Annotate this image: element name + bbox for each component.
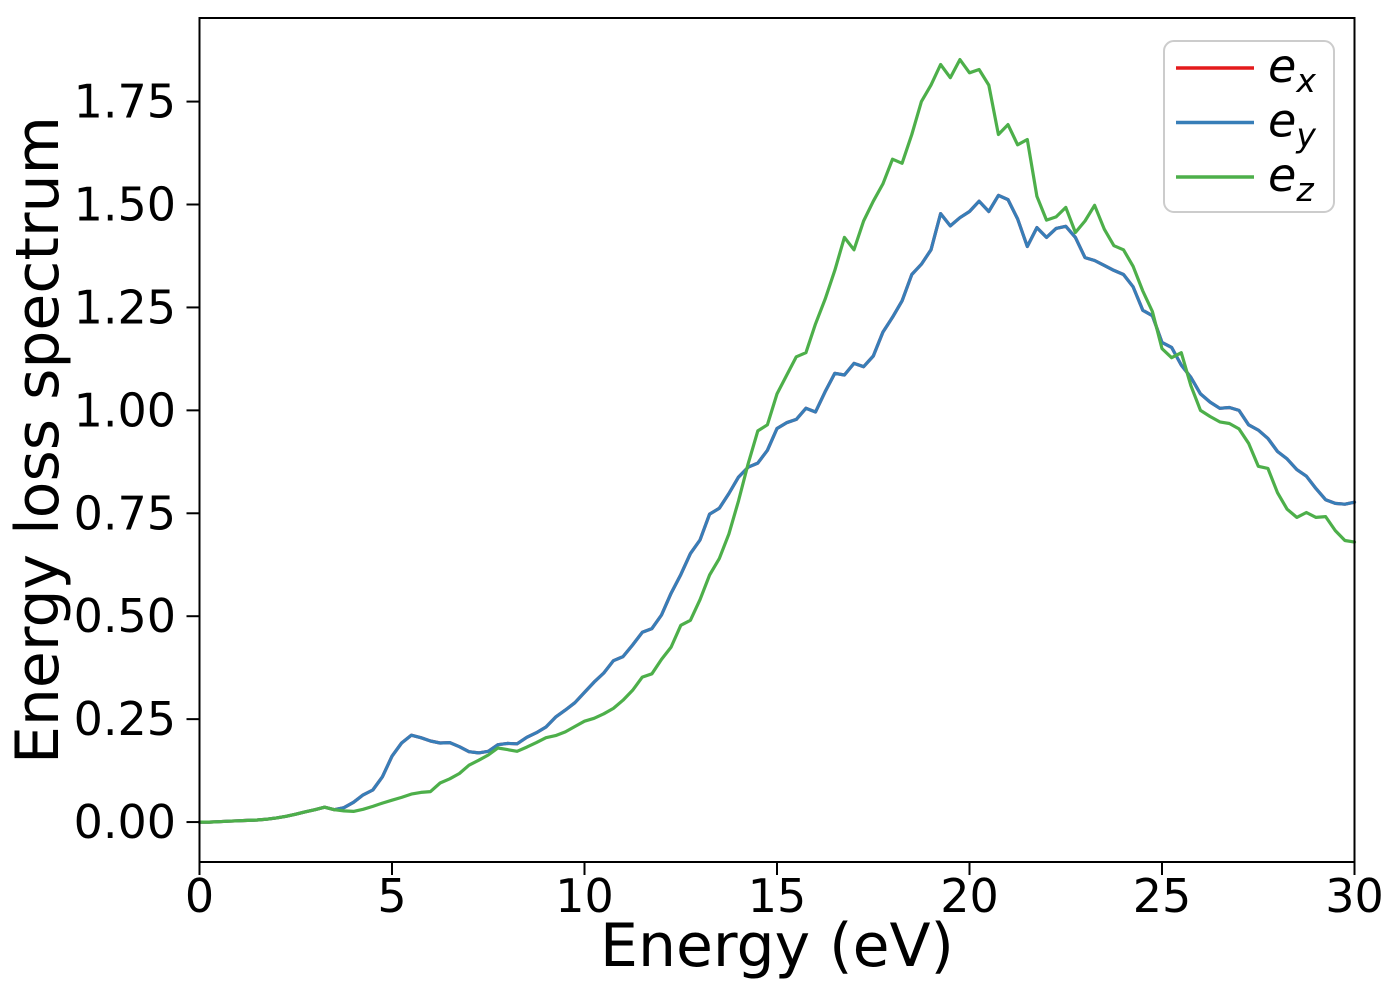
y-axis-ticks: 0.00 0.25 0.50 0.75 1.00 1.25 1.50 1.75 xyxy=(74,75,200,849)
y-tick-label: 0.75 xyxy=(74,486,176,540)
x-tick-label: 15 xyxy=(748,869,807,923)
legend-item-e_y: ey xyxy=(1176,94,1316,155)
legend-label-e_x: ex xyxy=(1268,39,1316,100)
series-e_x-line xyxy=(197,193,1357,824)
legend-item-e_x: ex xyxy=(1176,39,1316,100)
y-tick-label: 0.25 xyxy=(74,692,176,746)
y-tick-label: 0.00 xyxy=(74,795,176,849)
y-tick-label: 1.25 xyxy=(74,280,176,334)
y-tick-label: 1.50 xyxy=(74,178,176,232)
x-tick-label: 0 xyxy=(185,869,214,923)
x-tick-label: 20 xyxy=(940,869,999,923)
y-tick-label: 1.00 xyxy=(74,383,176,437)
legend-item-e_z: ez xyxy=(1176,148,1314,209)
legend-label-e_y: ey xyxy=(1268,94,1316,155)
x-tick-label: 25 xyxy=(1133,869,1192,923)
x-tick-label: 10 xyxy=(555,869,614,923)
legend-box xyxy=(1163,40,1335,213)
legend-label-e_z: ez xyxy=(1268,148,1314,209)
x-axis-label: Energy (eV) xyxy=(600,911,954,981)
y-axis-label: Energy loss spectrum xyxy=(3,116,73,764)
x-tick-label: 30 xyxy=(1325,869,1384,923)
series-lines xyxy=(197,57,1357,824)
y-tick-label: 1.75 xyxy=(74,75,176,129)
x-axis-ticks: 0 5 10 15 20 25 30 xyxy=(185,862,1384,923)
x-tick-label: 5 xyxy=(377,869,406,923)
y-tick-label: 0.50 xyxy=(74,589,176,643)
series-e_y-line xyxy=(197,193,1357,824)
series-e_z-line xyxy=(197,57,1357,824)
